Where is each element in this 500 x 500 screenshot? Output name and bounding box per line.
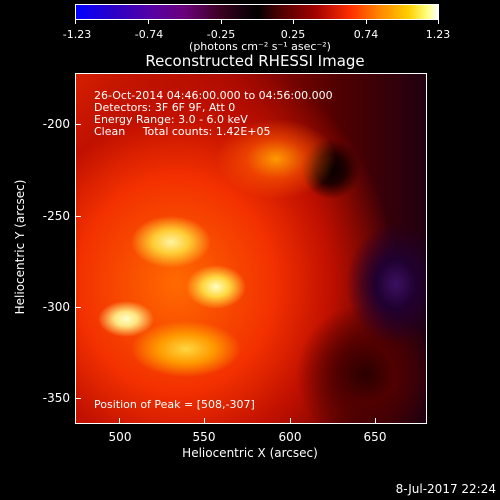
detectors-info: Detectors: 3F 6F 9F, Att 0 (94, 101, 236, 114)
colorbar-tick-label: -0.25 (206, 28, 236, 41)
y-axis-tick-label: -250 (42, 209, 70, 223)
clean-total-counts: Clean Total counts: 1.42E+05 (94, 125, 271, 138)
y-axis-tick (75, 124, 81, 125)
colorbar-tick (221, 20, 222, 24)
colorbar-units: (photons cm⁻² s⁻¹ asec⁻²) (189, 40, 331, 53)
plot-area: 26-Oct-2014 04:46:00.000 to 04:56:00.000… (75, 73, 427, 424)
energy-range-info: Energy Range: 3.0 - 6.0 keV (94, 113, 248, 126)
colorbar-gradient (76, 5, 438, 19)
colorbar-tick (293, 20, 294, 24)
x-axis-tick-label: 600 (278, 430, 302, 444)
x-axis-tick-label: 550 (192, 430, 216, 444)
x-axis-tick-label: 500 (108, 430, 132, 444)
x-axis-tick (119, 418, 120, 424)
colorbar-tick-label: 1.23 (425, 28, 451, 41)
y-axis-tick-label: -300 (42, 300, 70, 314)
colorbar-tick-label: 0.25 (280, 28, 306, 41)
y-axis-tick (75, 398, 81, 399)
plot-title: Reconstructed RHESSI Image (145, 52, 365, 70)
peak-position: Position of Peak = [508,-307] (94, 398, 255, 411)
y-axis-tick (75, 307, 81, 308)
colorbar-tick (75, 20, 76, 24)
solar-image (76, 74, 426, 423)
colorbar-tick (438, 20, 439, 24)
colorbar-tick-label: 0.74 (353, 28, 379, 41)
colorbar (75, 4, 439, 20)
colorbar-tick (148, 20, 149, 24)
x-axis-tick (290, 418, 291, 424)
observation-time: 26-Oct-2014 04:46:00.000 to 04:56:00.000 (94, 89, 333, 102)
colorbar-tick-label: -0.74 (134, 28, 164, 41)
y-axis-tick-label: -200 (42, 117, 70, 131)
y-axis-title: Heliocentric Y (arcsec) (13, 179, 27, 315)
colorbar-tick-label: -1.23 (62, 28, 92, 41)
x-axis-tick (375, 418, 376, 424)
y-axis-tick (75, 216, 81, 217)
x-axis-tick (204, 418, 205, 424)
colorbar-tick (366, 20, 367, 24)
render-timestamp: 8-Jul-2017 22:24 (395, 482, 496, 496)
y-axis-tick-label: -350 (42, 391, 70, 405)
x-axis-title: Heliocentric X (arcsec) (182, 446, 318, 460)
x-axis-tick-label: 650 (363, 430, 387, 444)
